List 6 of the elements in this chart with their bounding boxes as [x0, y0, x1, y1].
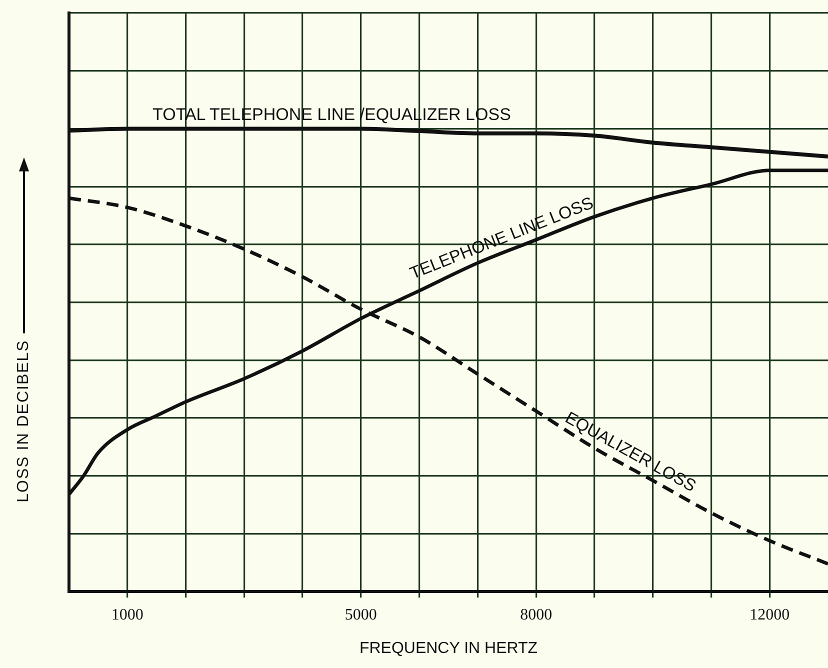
x-axis-title: FREQUENCY IN HERTZ: [359, 640, 538, 657]
x-tick-label: 8000: [520, 606, 552, 624]
x-tick-label: 12000: [750, 606, 790, 624]
x-tick-label: 1000: [111, 606, 144, 624]
x-tick-label: 5000: [344, 606, 377, 624]
y-axis-title: LOSS IN DECIBELS: [15, 340, 33, 502]
